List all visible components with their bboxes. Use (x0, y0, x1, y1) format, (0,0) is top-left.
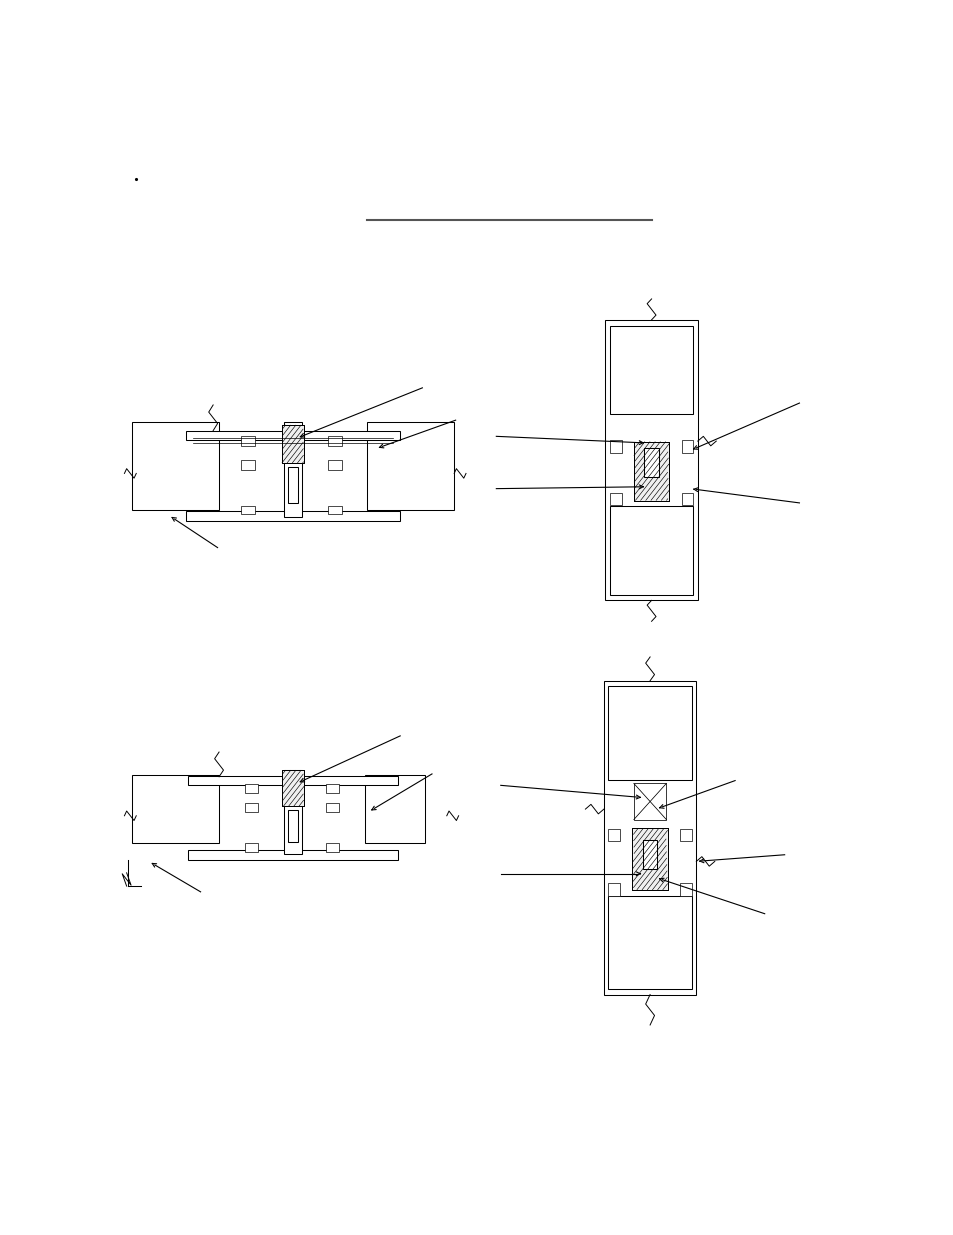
Bar (365, 774, 424, 844)
Bar (609, 493, 621, 505)
Bar (679, 829, 691, 841)
Bar (605, 320, 697, 600)
Bar (609, 506, 693, 595)
Bar (603, 680, 696, 994)
Bar (633, 783, 666, 820)
Bar (608, 687, 691, 779)
Bar (608, 829, 619, 841)
Bar (326, 784, 338, 793)
Bar (245, 784, 257, 793)
Bar (132, 774, 219, 844)
Bar (186, 431, 400, 440)
Bar (241, 506, 254, 514)
Bar (281, 771, 304, 806)
Bar (241, 461, 254, 469)
Bar (608, 883, 619, 895)
Bar (328, 436, 341, 446)
Bar (328, 506, 341, 514)
Bar (281, 771, 304, 806)
Bar (367, 422, 454, 510)
Bar (679, 883, 691, 895)
Bar (241, 436, 254, 446)
Bar (188, 850, 398, 860)
Bar (633, 442, 669, 500)
Bar (632, 829, 667, 890)
Bar (281, 425, 304, 463)
Bar (245, 844, 257, 852)
Bar (186, 510, 400, 521)
Bar (680, 440, 693, 452)
Bar (288, 467, 298, 503)
Bar (609, 440, 621, 452)
Bar (328, 461, 341, 469)
Bar (326, 844, 338, 852)
Bar (284, 771, 301, 853)
Bar (188, 776, 398, 785)
Bar (288, 810, 297, 842)
Bar (283, 422, 302, 517)
Bar (132, 422, 219, 510)
Bar (633, 442, 669, 500)
Bar (326, 804, 338, 811)
Bar (632, 829, 667, 890)
Bar (608, 895, 691, 989)
Bar (680, 493, 693, 505)
Bar (643, 448, 659, 477)
Bar (245, 804, 257, 811)
Bar (642, 841, 657, 869)
Bar (281, 425, 304, 463)
Bar (609, 326, 693, 414)
